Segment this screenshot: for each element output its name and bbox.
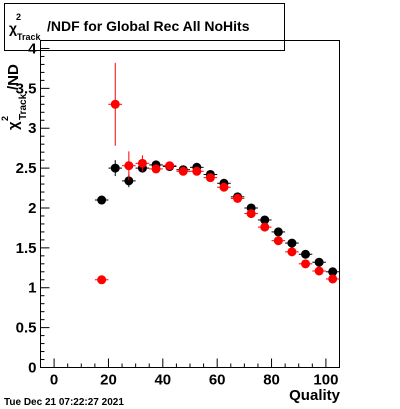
y-tick-label: 1.5 (16, 240, 37, 257)
y-tick-labels: 0 0.5 1 1.5 2 2.5 3 3.5 4 (16, 40, 38, 376)
data-point (178, 166, 188, 176)
y-tick-label: 2 (28, 200, 36, 217)
x-tick-label: 40 (154, 372, 171, 389)
x-axis-title: Quality (289, 387, 341, 404)
data-point (219, 182, 229, 192)
data-point (233, 193, 243, 203)
x-tick-label: 60 (209, 372, 226, 389)
data-point (301, 259, 311, 269)
x-tick-label: 80 (263, 372, 280, 389)
data-point (314, 257, 324, 267)
title-box: χ 2 Track /NDF for Global Rec All NoHits (4, 3, 285, 51)
data-point (97, 195, 107, 205)
data-point (260, 222, 270, 232)
title-box-frame (4, 3, 285, 51)
data-point (97, 275, 107, 285)
title-superscript: 2 (16, 12, 21, 22)
data-point (328, 274, 338, 284)
data-point (314, 266, 324, 276)
y-tick-label: 4 (28, 40, 37, 57)
y-axis-title-symbol: χ (5, 121, 22, 130)
data-point (328, 267, 338, 277)
y-tick-label: 3 (28, 120, 36, 137)
x-tick-labels: 0 20 40 60 80 100 (50, 372, 339, 389)
y-tick-label: 1 (28, 280, 36, 297)
data-point (165, 161, 175, 171)
y-axis-title-subscript: Track (18, 93, 29, 120)
x-tick-label: 20 (100, 372, 117, 389)
data-point (110, 99, 120, 109)
title-subscript: Track (17, 32, 42, 42)
data-point (246, 209, 256, 219)
data-point (137, 158, 147, 168)
y-axis-title: χ 2 Track /ND (0, 64, 29, 130)
data-point (192, 166, 202, 176)
data-point (301, 249, 311, 259)
y-axis-title-superscript: 2 (0, 116, 10, 121)
x-tick-label: 0 (50, 372, 58, 389)
y-tick-label: 0 (28, 360, 36, 377)
plot-frame (40, 40, 340, 368)
data-point (273, 227, 283, 237)
data-point (287, 247, 297, 257)
data-point (260, 215, 270, 225)
data-point (151, 164, 161, 174)
data-point (110, 163, 120, 173)
y-tick-label: 0.5 (16, 320, 37, 337)
timestamp: Tue Dec 21 07:22:27 2021 (4, 397, 124, 408)
axis-ticks (40, 40, 340, 368)
x-tick-label: 100 (313, 372, 338, 389)
y-axis-title-text: /ND (5, 64, 22, 90)
data-point (273, 236, 283, 246)
data-point (205, 173, 215, 183)
y-tick-label: 2.5 (16, 160, 37, 177)
data-point (124, 161, 134, 171)
data-markers (94, 62, 340, 285)
title-symbol: χ (9, 20, 17, 36)
y-tick-label: 3.5 (16, 80, 37, 97)
data-point (124, 176, 134, 186)
data-point (287, 238, 297, 248)
title-text: /NDF for Global Rec All NoHits (47, 18, 250, 34)
